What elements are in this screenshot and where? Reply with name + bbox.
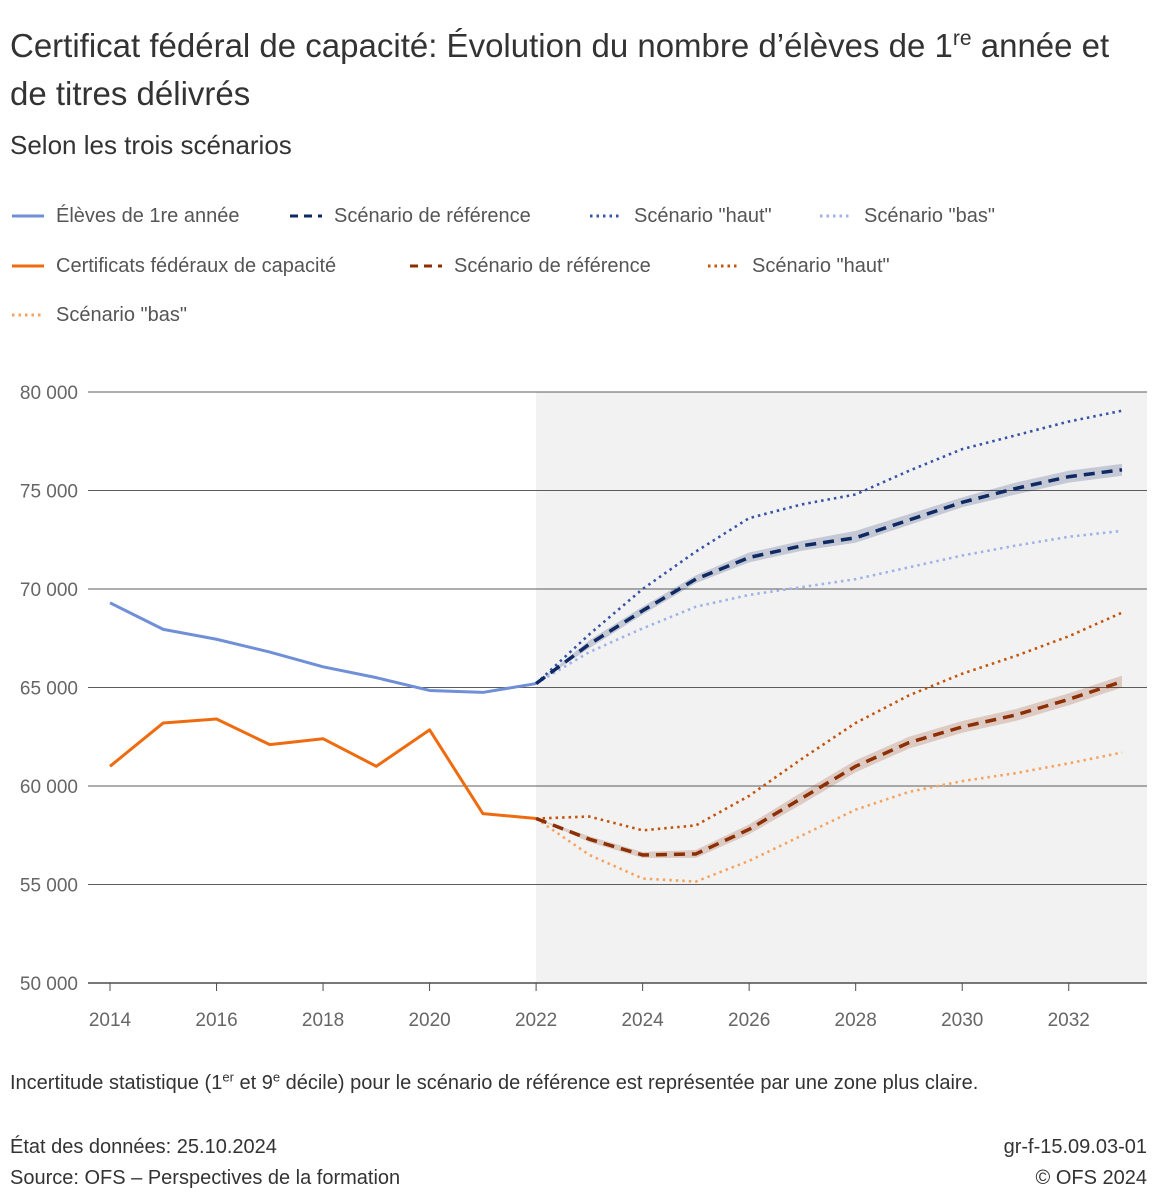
y-tick-label: 55 000 [20, 876, 78, 897]
series-line-cfc-haut [536, 611, 1123, 832]
source: Source: OFS – Perspectives de la formati… [10, 1167, 401, 1189]
note-part-1: Incertitude statistique (1 [10, 1072, 223, 1094]
line-chart: 50 000 55 000 60 000 65 000 70 000 75 000 80 0… [20, 383, 1147, 1031]
legend-label: Scénario de référence [334, 204, 531, 227]
legend-swatch [12, 264, 44, 268]
footer-left: État des données: 25.10.2024 Source: OFS… [10, 1132, 400, 1194]
y-tick-label: 70 000 [20, 580, 78, 601]
x-tick-label: 2014 [89, 1010, 132, 1031]
series-line-eleves-reference [535, 468, 1123, 685]
legend-swatch [12, 313, 44, 317]
legend-label: Scénario "bas" [56, 303, 187, 326]
uncertainty-band-cfc [536, 675, 1122, 858]
series-line-eleves-haut [535, 409, 1123, 685]
note-part-2: et 9 [233, 1072, 273, 1094]
legend-item: Scénario "haut" [588, 201, 772, 231]
note-part-3: décile) pour le scénario de référence es… [280, 1072, 979, 1094]
legend-item: Scénario "bas" [818, 201, 995, 231]
series-line-cfc-historical [109, 717, 537, 820]
series-line-eleves-bas [535, 529, 1123, 685]
legend-label: Certificats fédéraux de capacité [56, 254, 337, 277]
note-sup-2: e [272, 1069, 281, 1085]
y-tick-label: 50 000 [20, 974, 78, 995]
x-tick-label: 2018 [302, 1010, 344, 1031]
series-line-eleves-historical [109, 601, 537, 694]
y-tick-label: 65 000 [20, 679, 78, 700]
legend-item: Scénario "haut" [706, 251, 890, 281]
uncertainty-note: Incertitude statistique (1er et 9e décil… [10, 1069, 979, 1095]
legend-item: Scénario de référence [408, 251, 651, 281]
legend-swatch [410, 264, 442, 268]
y-tick-label: 60 000 [20, 777, 78, 798]
legend-label: Scénario "bas" [864, 204, 995, 227]
title-superscript: re [952, 27, 972, 50]
legend-label: Scénario "haut" [634, 204, 772, 227]
x-tick-label: 2024 [621, 1010, 664, 1031]
note-sup-1: er [222, 1069, 234, 1085]
data-state: État des données: 25.10.2024 [10, 1136, 277, 1158]
chart-subtitle: Selon les trois scénarios [10, 130, 292, 160]
legend-swatch [708, 264, 740, 268]
y-tick-label: 80 000 [20, 383, 78, 404]
legend-item: Élèves de 1re année [10, 201, 239, 231]
legend-item: Certificats fédéraux de capacité [10, 251, 336, 281]
y-tick-label: 75 000 [20, 482, 78, 503]
legend-swatch [290, 214, 322, 218]
x-tick-label: 2020 [408, 1010, 450, 1031]
footer-right: gr-f-15.09.03-01 © OFS 2024 [1004, 1132, 1147, 1194]
title-rest: année et de titres délivrés [10, 27, 1110, 112]
x-tick-label: 2030 [941, 1010, 983, 1031]
legend-swatch [12, 214, 44, 218]
x-tick-label: 2026 [728, 1010, 770, 1031]
x-tick-label: 2016 [195, 1010, 237, 1031]
legend-item: Scénario "bas" [10, 300, 187, 330]
series-line-cfc-reference [535, 679, 1123, 857]
legend-label: Scénario "haut" [752, 254, 890, 277]
legend-item: Scénario de référence [288, 201, 531, 231]
chart-title: Certificat fédéral de capacité: Évolutio… [10, 22, 1150, 118]
legend-label: Scénario de référence [454, 254, 651, 277]
legend-swatch [590, 214, 622, 218]
x-tick-label: 2032 [1048, 1010, 1090, 1031]
x-tick-label: 2022 [515, 1010, 557, 1031]
x-tick-label: 2028 [835, 1010, 877, 1031]
copyright: © OFS 2024 [1035, 1167, 1147, 1189]
graphic-code: gr-f-15.09.03-01 [1003, 1136, 1147, 1158]
legend-swatch [820, 214, 852, 218]
title-main: Certificat fédéral de capacité: Évolutio… [10, 27, 953, 64]
legend-label: Élèves de 1re année [56, 204, 240, 227]
